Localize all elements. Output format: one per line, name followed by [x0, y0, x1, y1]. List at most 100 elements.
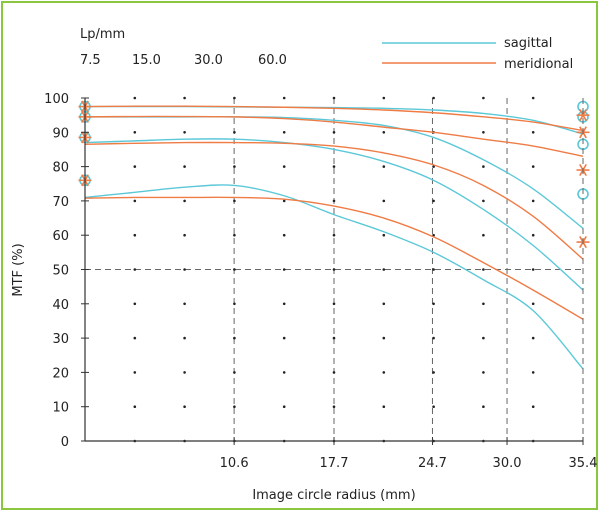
grid-dot [332, 96, 336, 100]
grid-dot [432, 336, 435, 340]
y-tick-label: 100 [44, 92, 69, 107]
y-tick-label: 70 [52, 195, 69, 210]
grid-dot [332, 371, 336, 374]
grid-dot [382, 371, 386, 374]
curve-sagittal-30-0 [84, 138, 584, 291]
grid-dot [282, 199, 286, 203]
y-axis-title: MTF (%) [11, 243, 26, 296]
grid-dot [282, 96, 286, 100]
grid-dot [282, 233, 286, 237]
grid-dot [133, 131, 137, 134]
legend-sagittal-label: sagittal [504, 36, 552, 51]
grid-dot [382, 96, 386, 100]
grid-dot [133, 405, 137, 409]
grid-dot [531, 96, 535, 100]
grid-dot [332, 268, 336, 271]
grid-dot [183, 199, 186, 203]
grid-dot [432, 199, 435, 203]
grid-dot [183, 405, 186, 409]
grid-dot [133, 268, 137, 271]
grid-dot [233, 131, 236, 134]
grid-dot [332, 336, 336, 340]
grid-dot [531, 405, 535, 409]
grid-dot [382, 131, 386, 134]
grid-dot [482, 199, 485, 203]
x-tick-label: 10.6 [220, 456, 249, 471]
grid-dot [382, 165, 386, 168]
grid-dot [233, 405, 236, 409]
grid-dot [432, 268, 435, 271]
x-tick-label: 17.7 [320, 456, 349, 471]
grid-dot [482, 268, 485, 271]
grid-dot [133, 336, 137, 340]
grid-dot [233, 268, 236, 271]
grid-dot [382, 336, 386, 340]
grid-dot [531, 199, 535, 203]
y-tick-label: 30 [52, 332, 69, 347]
grid-dot [382, 302, 386, 306]
grid-dot [382, 199, 386, 203]
grid-dot [183, 131, 186, 134]
y-tick-label: 40 [52, 298, 69, 313]
grid-dot [482, 233, 485, 237]
grid [85, 96, 583, 443]
grid-dot [282, 336, 286, 340]
grid-dot [382, 405, 386, 409]
grid-dot [133, 165, 137, 168]
grid-dot [233, 302, 236, 306]
frequency-title: Lp/mm [80, 27, 125, 42]
y-tick-label: 10 [52, 401, 69, 416]
grid-dot [233, 96, 236, 100]
grid-dot [233, 199, 236, 203]
grid-dot [133, 371, 137, 374]
grid-dot [332, 199, 336, 203]
grid-dot [531, 371, 535, 374]
grid-dot [183, 371, 186, 374]
grid-dot [282, 268, 286, 271]
grid-dot [531, 165, 535, 168]
grid-dot [233, 165, 236, 168]
grid-dot [382, 268, 386, 271]
grid-dot [432, 233, 435, 237]
grid-dot [482, 131, 485, 134]
grid-dot [282, 302, 286, 306]
grid-dot [531, 233, 535, 237]
grid-dot [183, 268, 186, 271]
series-group [84, 105, 584, 370]
grid-dot [482, 371, 485, 374]
curve-meridional-60-0 [84, 196, 584, 320]
curve-meridional-7-5 [84, 105, 584, 132]
curve-meridional-15-0 [84, 115, 584, 157]
axes-group: 0 10 20 30 40 50 60 70 80 90 100 10.6 17.7 24.7 30.0 35… [44, 92, 597, 471]
grid-dot [482, 165, 485, 168]
grid-dot [432, 165, 435, 168]
grid-dot [332, 302, 336, 306]
star-stroke [579, 109, 587, 122]
y-tick-label: 80 [52, 161, 69, 176]
y-tick-label: 20 [52, 366, 69, 381]
grid-dot [183, 302, 186, 306]
x-tick-label: 35.4 [569, 456, 598, 471]
grid-dot [531, 268, 535, 271]
grid-dot [282, 131, 286, 134]
grid-dot [282, 371, 286, 374]
grid-dot [482, 405, 485, 409]
grid-dot [432, 302, 435, 306]
grid-dot [282, 165, 286, 168]
curve-sagittal-60-0 [84, 184, 584, 370]
grid-dot [183, 233, 186, 237]
grid-dot [482, 96, 485, 100]
grid-dot [332, 405, 336, 409]
grid-dot [183, 336, 186, 340]
grid-dot [233, 371, 236, 374]
grid-dot [282, 405, 286, 409]
grid-dot [133, 302, 137, 306]
y-tick-label: 90 [52, 126, 69, 141]
grid-dot [482, 302, 485, 306]
grid-dot [133, 96, 137, 100]
star-marker [576, 109, 590, 122]
grid-dot [233, 233, 236, 237]
grid-dot [233, 336, 236, 340]
